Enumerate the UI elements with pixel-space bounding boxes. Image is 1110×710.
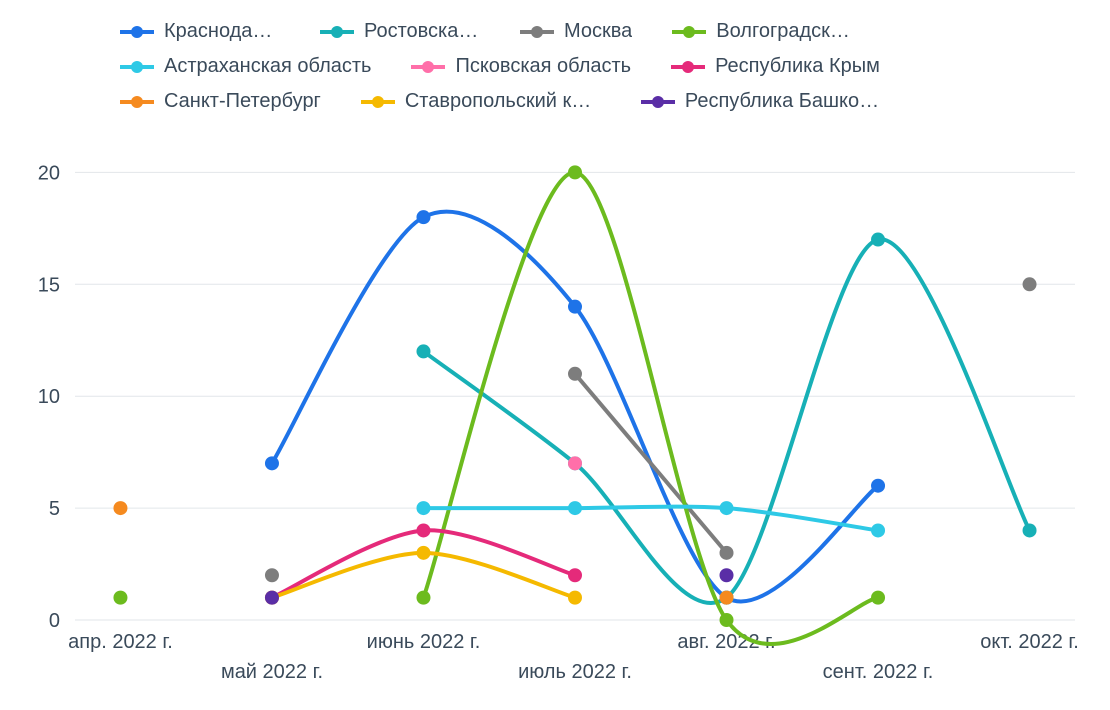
series-marker-bashkort (265, 591, 279, 605)
series-marker-astrakhan (720, 501, 734, 515)
series-marker-stavropol (568, 591, 582, 605)
y-axis-label: 15 (38, 274, 60, 296)
x-axis-label: сент. 2022 г. (823, 661, 934, 683)
series-marker-spb (113, 501, 127, 515)
series-marker-rostov (871, 233, 885, 247)
series-line-volgograd (423, 172, 878, 644)
series-line-astrakhan (423, 507, 878, 531)
series-marker-crimea (416, 523, 430, 537)
y-axis-label: 5 (49, 498, 60, 520)
series-marker-volgograd (416, 591, 430, 605)
series-marker-moscow (265, 568, 279, 582)
series-line-krasnodar (272, 212, 878, 602)
y-axis-label: 20 (38, 162, 60, 184)
series-marker-moscow (1023, 277, 1037, 291)
series-marker-rostov (1023, 523, 1037, 537)
series-marker-astrakhan (871, 523, 885, 537)
series-marker-moscow (568, 367, 582, 381)
series-marker-krasnodar (416, 210, 430, 224)
series-marker-astrakhan (416, 501, 430, 515)
series-marker-volgograd (113, 591, 127, 605)
series-marker-pskov (568, 456, 582, 470)
series-marker-krasnodar (265, 456, 279, 470)
series-line-moscow (575, 374, 727, 553)
series-marker-stavropol (416, 546, 430, 560)
series-marker-rostov (416, 344, 430, 358)
x-axis-label: май 2022 г. (221, 661, 323, 683)
x-axis-label: апр. 2022 г. (68, 631, 173, 653)
series-marker-astrakhan (568, 501, 582, 515)
y-axis-label: 0 (49, 610, 60, 632)
series-marker-volgograd (871, 591, 885, 605)
y-axis-label: 10 (38, 386, 60, 408)
x-axis-label: июнь 2022 г. (367, 631, 481, 653)
series-marker-moscow (720, 546, 734, 560)
series-marker-bashkort (720, 568, 734, 582)
series-marker-volgograd (568, 165, 582, 179)
chart-container: Краснодарс…Ростовская…МоскваВолгоградск…… (0, 0, 1110, 710)
series-marker-crimea (568, 568, 582, 582)
series-marker-volgograd (720, 613, 734, 627)
x-axis-label: июль 2022 г. (518, 661, 632, 683)
series-line-crimea (272, 530, 575, 597)
series-marker-spb (720, 591, 734, 605)
x-axis-label: окт. 2022 г. (980, 631, 1079, 653)
series-marker-krasnodar (568, 300, 582, 314)
series-marker-krasnodar (871, 479, 885, 493)
plot-area: 0 5 10 15 20 апр. 2022 г. май 2022 г. июнь 2022… (0, 0, 1110, 710)
